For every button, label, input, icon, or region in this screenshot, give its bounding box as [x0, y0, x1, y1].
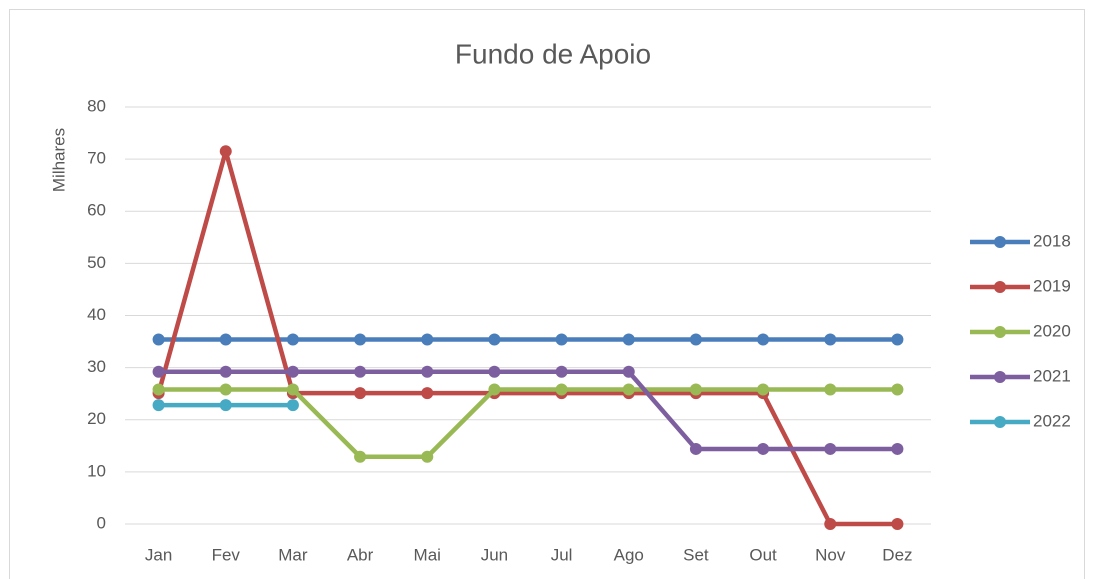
data-point: [824, 442, 837, 455]
data-point: [152, 333, 165, 346]
data-point: [219, 333, 232, 346]
data-point: [488, 333, 501, 346]
y-tick-label: 40: [87, 305, 106, 324]
data-point: [354, 450, 367, 463]
y-tick-label: 20: [87, 409, 106, 428]
data-point: [421, 387, 434, 400]
data-point: [891, 383, 904, 396]
data-point: [219, 399, 232, 412]
data-point: [689, 383, 702, 396]
series-line: [156, 149, 898, 527]
chart-frame: [9, 9, 1085, 579]
x-tick-label: Set: [683, 545, 709, 564]
data-point: [891, 333, 904, 346]
data-point: [152, 383, 165, 396]
y-tick-label: 80: [87, 96, 106, 115]
y-tick-label: 70: [87, 149, 106, 168]
data-point: [824, 383, 837, 396]
data-point: [286, 333, 299, 346]
data-point: [354, 387, 367, 400]
x-tick-label: Nov: [815, 545, 846, 564]
data-point: [286, 383, 299, 396]
legend-marker: [994, 371, 1006, 383]
x-tick-label: Mai: [414, 545, 441, 564]
data-point: [488, 383, 501, 396]
data-point: [354, 333, 367, 346]
legend-marker: [994, 326, 1006, 338]
data-point: [421, 333, 434, 346]
data-point: [757, 333, 770, 346]
data-point: [689, 442, 702, 455]
chart-title: Fundo de Apoio: [455, 38, 651, 69]
data-point: [354, 365, 367, 378]
x-tick-label: Out: [749, 545, 777, 564]
legend-marker: [994, 416, 1006, 428]
data-point: [622, 333, 635, 346]
data-point: [152, 399, 165, 412]
data-point: [286, 365, 299, 378]
data-point: [286, 399, 299, 412]
x-tick-label: Mar: [278, 545, 308, 564]
data-point: [421, 365, 434, 378]
x-tick-label: Fev: [212, 545, 241, 564]
y-tick-label: 0: [97, 513, 106, 532]
data-point: [219, 365, 232, 378]
data-point: [555, 333, 568, 346]
data-point: [757, 442, 770, 455]
x-tick-label: Ago: [614, 545, 644, 564]
data-point: [488, 365, 501, 378]
data-point: [152, 365, 165, 378]
y-tick-label: 60: [87, 201, 106, 220]
data-point: [622, 365, 635, 378]
legend-label: 2019: [1033, 276, 1071, 295]
data-point: [891, 442, 904, 455]
data-point: [555, 365, 568, 378]
data-point: [757, 383, 770, 396]
series-line: [158, 387, 898, 460]
legend-marker: [994, 281, 1006, 293]
y-tick-label: 30: [87, 357, 106, 376]
data-point: [824, 333, 837, 346]
x-tick-label: Jun: [481, 545, 508, 564]
legend-marker: [994, 236, 1006, 248]
data-point: [219, 145, 232, 158]
legend-label: 2022: [1033, 411, 1071, 430]
series-line: [158, 369, 898, 452]
data-point: [555, 383, 568, 396]
data-point: [421, 450, 434, 463]
x-tick-label: Dez: [882, 545, 912, 564]
x-tick-label: Abr: [347, 545, 374, 564]
data-point: [891, 518, 904, 530]
legend-label: 2018: [1033, 231, 1071, 250]
data-point: [689, 333, 702, 346]
y-tick-label: 10: [87, 461, 106, 480]
y-tick-label: 50: [87, 253, 106, 272]
data-point: [219, 383, 232, 396]
data-point: [622, 383, 635, 396]
legend-label: 2020: [1033, 321, 1071, 340]
x-tick-label: Jul: [551, 545, 573, 564]
legend-label: 2021: [1033, 366, 1071, 385]
x-tick-label: Jan: [145, 545, 172, 564]
y-axis-label: Milhares: [49, 128, 68, 192]
data-point: [824, 518, 837, 530]
